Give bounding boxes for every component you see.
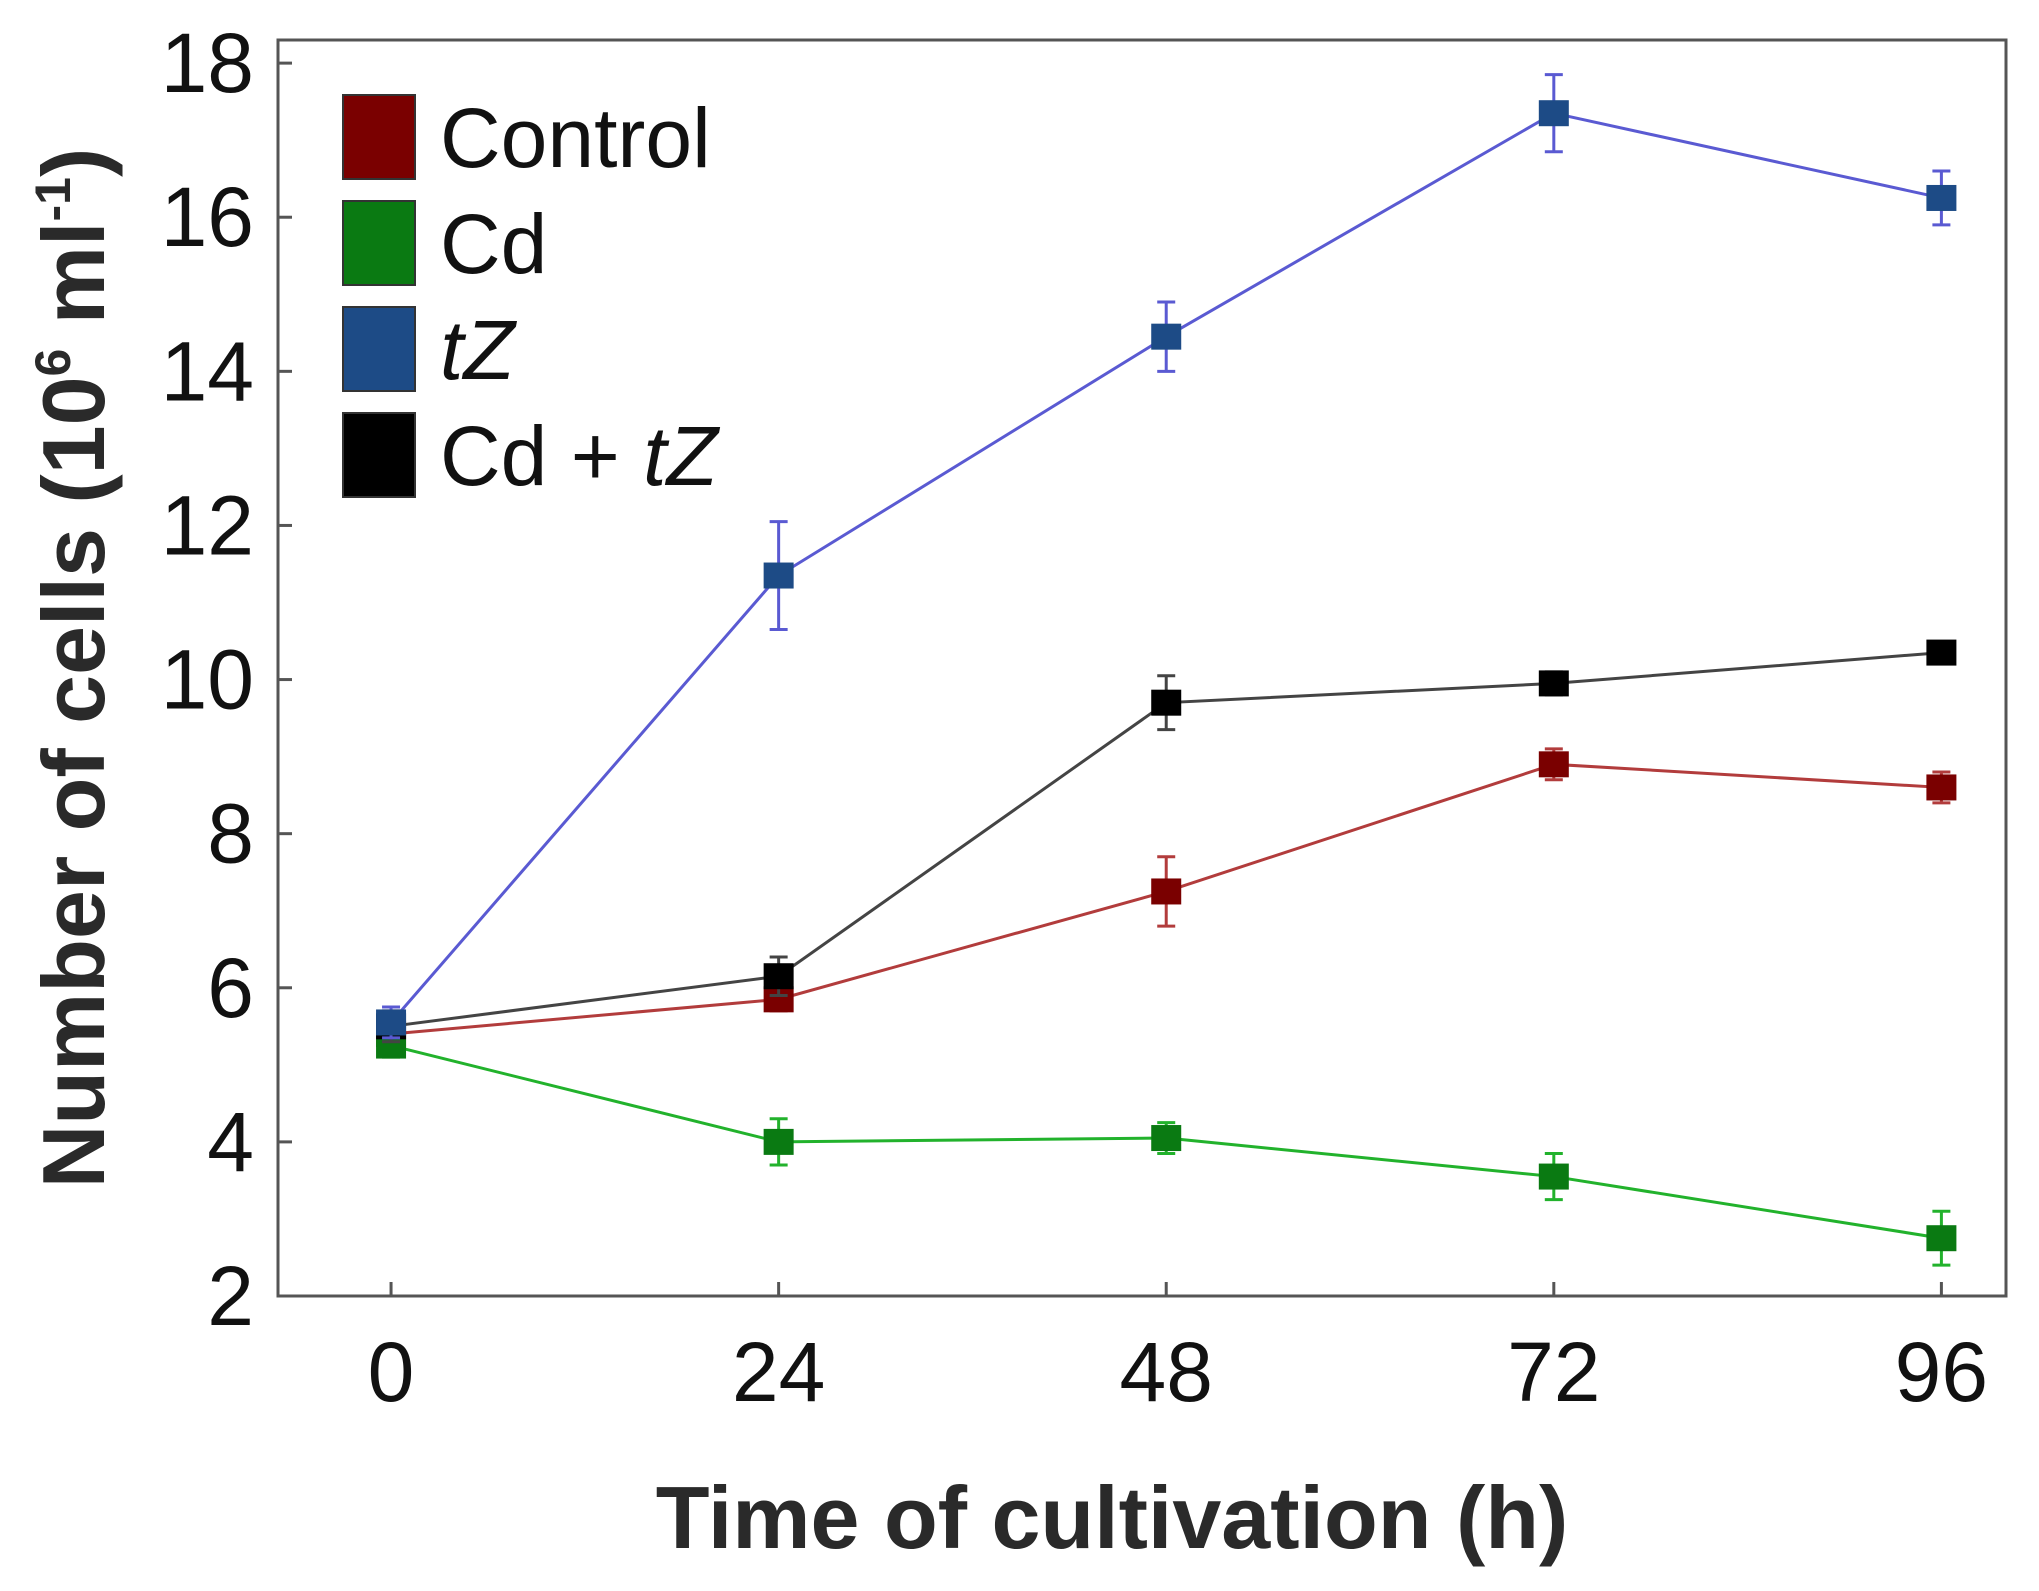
legend-swatch — [342, 94, 416, 180]
series-cd-tz — [376, 639, 1957, 1044]
legend-swatch — [342, 412, 416, 498]
data-point — [763, 562, 794, 589]
data-point — [1926, 1225, 1957, 1252]
data-point — [1151, 323, 1182, 350]
data-point — [1538, 670, 1569, 697]
x-axis-title: Time of cultivation (h) — [656, 1468, 1569, 1567]
legend: Control Cd tZ Cd + tZ — [342, 91, 720, 503]
data-point — [1926, 184, 1957, 211]
y-axis-title: Number of cells (106 ml-1) — [24, 148, 123, 1189]
data-point — [1538, 751, 1569, 778]
legend-label: Cd + tZ — [440, 409, 720, 503]
y-tick-label: 18 — [161, 16, 254, 110]
legend-label: Control — [440, 91, 711, 185]
legend-swatch — [342, 200, 416, 286]
y-tick-label: 6 — [207, 941, 254, 1035]
data-point — [376, 1009, 407, 1036]
data-point — [1538, 100, 1569, 127]
series-layer — [376, 73, 1957, 1267]
legend-label: tZ — [440, 303, 517, 397]
x-tick-label: 0 — [368, 1325, 415, 1419]
legend-item: tZ — [342, 303, 517, 397]
data-point — [763, 1128, 794, 1155]
series-tz — [376, 73, 1957, 1040]
y-tick-label: 10 — [161, 633, 254, 727]
plot-frame — [276, 38, 2008, 1298]
data-point — [1926, 639, 1957, 666]
legend-item: Cd + tZ — [342, 409, 720, 503]
y-tick-label: 14 — [161, 324, 254, 418]
legend-item: Cd — [342, 197, 547, 291]
y-tick-label: 2 — [207, 1249, 254, 1343]
y-tick-label: 16 — [161, 170, 254, 264]
data-point — [1151, 689, 1182, 716]
data-point — [1151, 1125, 1182, 1152]
x-tick-label: 48 — [1120, 1325, 1213, 1419]
y-tick-label: 4 — [207, 1095, 254, 1189]
series-control — [376, 747, 1957, 1051]
legend-label: Cd — [440, 197, 547, 291]
legend-swatch — [342, 306, 416, 392]
x-axis: 0 24 48 72 96 — [368, 1282, 1988, 1419]
data-point — [1538, 1163, 1569, 1190]
x-tick-label: 96 — [1895, 1325, 1988, 1419]
legend-item: Control — [342, 91, 711, 185]
data-point — [1926, 774, 1957, 801]
y-axis: 2 4 6 8 10 12 14 16 18 — [161, 16, 292, 1343]
x-tick-label: 72 — [1507, 1325, 1600, 1419]
data-point — [1151, 878, 1182, 905]
y-tick-label: 8 — [207, 787, 254, 881]
series-cd — [376, 1032, 1957, 1267]
data-point — [763, 963, 794, 990]
y-tick-label: 12 — [161, 478, 254, 572]
x-tick-label: 24 — [732, 1325, 825, 1419]
